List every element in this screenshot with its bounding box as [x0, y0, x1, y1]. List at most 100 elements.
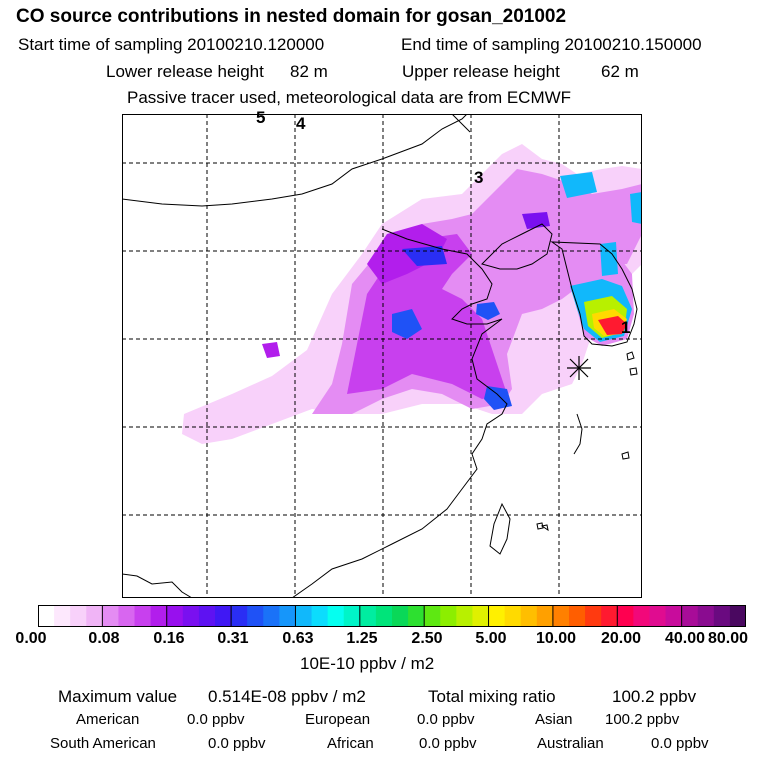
- colorbar-tick: 0.63: [282, 630, 314, 647]
- colorbar: [38, 605, 746, 627]
- upper-release-label: Upper release height: [402, 62, 560, 81]
- colorbar-cell: [488, 605, 506, 627]
- colorbar-unit: 10E-10 ppbv / m2: [300, 654, 435, 673]
- island-1: [626, 351, 635, 361]
- colorbar-cell: [359, 605, 377, 627]
- island-5: [540, 524, 549, 532]
- tracer-note: Passive tracer used, meteorological data…: [127, 88, 572, 107]
- colorbar-cell: [585, 605, 602, 627]
- colorbar-cell: [408, 605, 425, 627]
- island-4: [536, 522, 544, 530]
- region-south-american-label: South American: [50, 735, 156, 752]
- colorbar-cell: [504, 605, 522, 627]
- concentration-field: [182, 144, 642, 444]
- region-label-3: 3: [474, 168, 484, 187]
- colorbar-cell: [601, 605, 618, 627]
- coastlines: [122, 114, 638, 598]
- region-african-value: 0.0 ppbv: [419, 735, 477, 752]
- total-mixing-label: Total mixing ratio: [428, 687, 556, 706]
- colorbar-cell: [54, 605, 71, 627]
- taiwan: [489, 502, 511, 555]
- colorbar-cell: [456, 605, 473, 627]
- colorbar-cell: [102, 605, 119, 627]
- colorbar-cell: [343, 605, 361, 627]
- colorbar-cells: [38, 605, 746, 627]
- map-frame: [122, 114, 642, 598]
- colorbar-tick: 80.00: [707, 630, 749, 647]
- blob-east-cyan: [630, 192, 642, 224]
- colorbar-cell: [279, 605, 296, 627]
- island-3: [621, 451, 630, 460]
- colorbar-tick: 5.00: [475, 630, 507, 647]
- colorbar-cell: [665, 605, 683, 627]
- colorbar-cell: [38, 605, 55, 627]
- colorbar-cell: [472, 605, 490, 627]
- colorbar-cell: [247, 605, 264, 627]
- max-value: 0.514E-08 ppbv / m2: [208, 687, 366, 706]
- region-australian-label: Australian: [537, 735, 604, 752]
- colorbar-tick: 0.00: [15, 630, 47, 647]
- blob-shandong-west: [392, 309, 422, 339]
- region-label-1: 1: [621, 318, 631, 337]
- colorbar-cell: [327, 605, 345, 627]
- map-panel: [122, 114, 642, 598]
- blob-beijing: [402, 246, 447, 266]
- colorbar-cell: [182, 605, 200, 627]
- colorbar-cell: [215, 605, 232, 627]
- colorbar-tick: 0.08: [88, 630, 120, 647]
- colorbar-cell: [392, 605, 409, 627]
- colorbar-cell: [424, 605, 441, 627]
- colorbar-frame: [38, 605, 746, 627]
- colorbar-cell: [649, 605, 667, 627]
- colorbar-cell: [440, 605, 457, 627]
- colorbar-cell: [134, 605, 152, 627]
- blob-west: [262, 342, 280, 358]
- colorbar-cell: [729, 605, 746, 627]
- colorbar-cell: [231, 605, 248, 627]
- colorbar-tick: 1.25: [346, 630, 378, 647]
- border-ne: [451, 114, 471, 133]
- colorbar-tick: 10.00: [535, 630, 577, 647]
- colorbar-cell: [536, 605, 554, 627]
- end-time: End time of sampling 20100210.150000: [401, 35, 702, 54]
- region-asian-label: Asian: [535, 711, 573, 728]
- colorbar-cell: [86, 605, 103, 627]
- region-south-american-value: 0.0 ppbv: [208, 735, 266, 752]
- colorbar-cell: [697, 605, 715, 627]
- receptor-marker-icon: [567, 356, 591, 380]
- start-time: Start time of sampling 20100210.120000: [18, 35, 325, 54]
- colorbar-tick: 40.00: [664, 630, 706, 647]
- southwest-border: [122, 573, 193, 598]
- colorbar-cell: [552, 605, 570, 627]
- total-mixing-value: 100.2 ppbv: [612, 687, 697, 706]
- china-coast: [291, 228, 508, 598]
- colorbar-tick: 0.16: [153, 630, 185, 647]
- colorbar-cell: [311, 605, 329, 627]
- north-border: [122, 114, 468, 207]
- colorbar-tick: 2.50: [411, 630, 443, 647]
- colorbar-tick: 0.31: [217, 630, 249, 647]
- blob-shandong-east: [476, 302, 500, 320]
- colorbar-cell: [633, 605, 650, 627]
- blob-shanghai: [484, 386, 512, 410]
- korea-red: [598, 316, 627, 335]
- colorbar-cell: [118, 605, 136, 627]
- colorbar-cell: [295, 605, 313, 627]
- region-american-label: American: [76, 711, 140, 728]
- region-american-value: 0.0 ppbv: [187, 711, 245, 728]
- region-african-label: African: [327, 735, 374, 752]
- max-value-label: Maximum value: [58, 687, 178, 706]
- region-label-5: 5: [256, 108, 266, 127]
- colorbar-cell: [150, 605, 168, 627]
- bohai-coast: [481, 223, 553, 270]
- region-label-4: 4: [296, 114, 306, 133]
- jeju-line: [573, 413, 583, 455]
- lower-release-label: Lower release height: [106, 62, 264, 81]
- region-australian-value: 0.0 ppbv: [651, 735, 709, 752]
- colorbar-cell: [617, 605, 634, 627]
- lower-release-value: 82 m: [290, 62, 328, 81]
- colorbar-tick: 20.00: [600, 630, 642, 647]
- colorbar-cell: [520, 605, 538, 627]
- colorbar-cell: [263, 605, 280, 627]
- region-european-value: 0.0 ppbv: [417, 711, 475, 728]
